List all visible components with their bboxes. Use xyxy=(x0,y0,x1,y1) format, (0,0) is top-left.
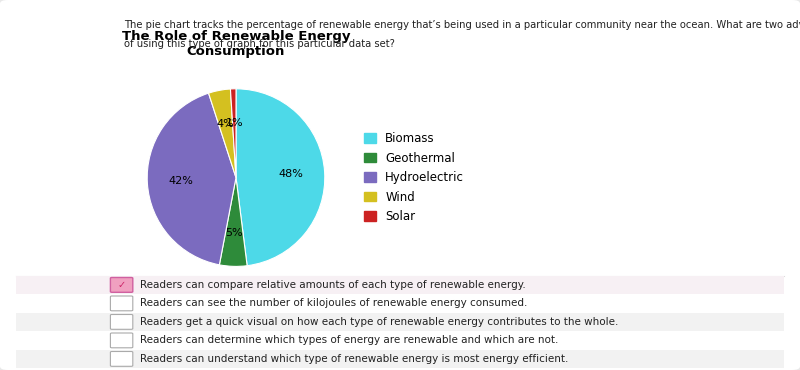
Text: Readers can determine which types of energy are renewable and which are not.: Readers can determine which types of ene… xyxy=(140,335,558,346)
Text: 1%: 1% xyxy=(226,118,243,128)
Text: ✓: ✓ xyxy=(118,280,126,290)
Text: 42%: 42% xyxy=(169,176,194,186)
Text: The pie chart tracks the percentage of renewable energy that’s being used in a p: The pie chart tracks the percentage of r… xyxy=(124,20,800,30)
Wedge shape xyxy=(236,89,325,266)
Text: of using this type of graph for this particular data set?: of using this type of graph for this par… xyxy=(124,39,395,49)
Wedge shape xyxy=(230,89,236,178)
Text: Readers can compare relative amounts of each type of renewable energy.: Readers can compare relative amounts of … xyxy=(140,280,526,290)
Text: 48%: 48% xyxy=(278,169,303,179)
Wedge shape xyxy=(219,178,247,266)
Title: The Role of Renewable Energy
Consumption: The Role of Renewable Energy Consumption xyxy=(122,30,350,58)
Wedge shape xyxy=(209,89,236,178)
Text: 4%: 4% xyxy=(217,118,234,128)
Legend: Biomass, Geothermal, Hydroelectric, Wind, Solar: Biomass, Geothermal, Hydroelectric, Wind… xyxy=(364,132,464,223)
Wedge shape xyxy=(147,93,236,265)
Text: Readers can see the number of kilojoules of renewable energy consumed.: Readers can see the number of kilojoules… xyxy=(140,298,527,309)
Text: 5%: 5% xyxy=(226,228,243,238)
Text: Readers can understand which type of renewable energy is most energy efficient.: Readers can understand which type of ren… xyxy=(140,354,568,364)
Text: Readers get a quick visual on how each type of renewable energy contributes to t: Readers get a quick visual on how each t… xyxy=(140,317,618,327)
